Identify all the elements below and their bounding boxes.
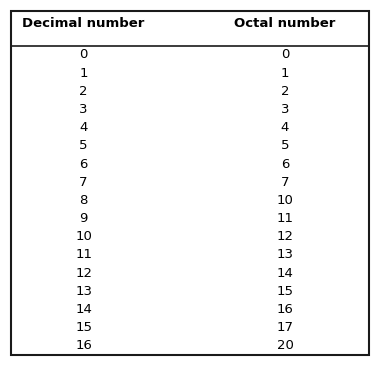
Text: 0: 0	[281, 48, 289, 61]
Text: 10: 10	[75, 230, 92, 243]
Text: 4: 4	[79, 121, 88, 134]
Text: 14: 14	[277, 267, 293, 280]
Text: 3: 3	[79, 103, 88, 116]
Text: 8: 8	[79, 194, 88, 207]
Text: 1: 1	[79, 67, 88, 79]
Text: 14: 14	[75, 303, 92, 316]
Text: 12: 12	[75, 267, 92, 280]
Text: 16: 16	[277, 303, 293, 316]
Text: 15: 15	[75, 321, 92, 334]
Text: 11: 11	[277, 212, 293, 225]
Text: 16: 16	[75, 339, 92, 352]
Text: Decimal number: Decimal number	[22, 17, 145, 30]
Text: 2: 2	[281, 85, 289, 98]
Text: 10: 10	[277, 194, 293, 207]
Text: 20: 20	[277, 339, 293, 352]
Text: 4: 4	[281, 121, 289, 134]
Text: 15: 15	[277, 285, 293, 298]
Text: 7: 7	[79, 176, 88, 189]
Text: 11: 11	[75, 249, 92, 261]
Text: Octal number: Octal number	[234, 17, 336, 30]
Text: 9: 9	[79, 212, 88, 225]
Text: 17: 17	[277, 321, 293, 334]
Text: 13: 13	[277, 249, 293, 261]
Text: 5: 5	[79, 139, 88, 152]
Text: 2: 2	[79, 85, 88, 98]
Text: 3: 3	[281, 103, 289, 116]
Text: 0: 0	[79, 48, 88, 61]
Text: 13: 13	[75, 285, 92, 298]
Text: 6: 6	[281, 157, 289, 171]
Text: 7: 7	[281, 176, 289, 189]
Text: 12: 12	[277, 230, 293, 243]
Text: 1: 1	[281, 67, 289, 79]
Text: 5: 5	[281, 139, 289, 152]
Text: 6: 6	[79, 157, 88, 171]
